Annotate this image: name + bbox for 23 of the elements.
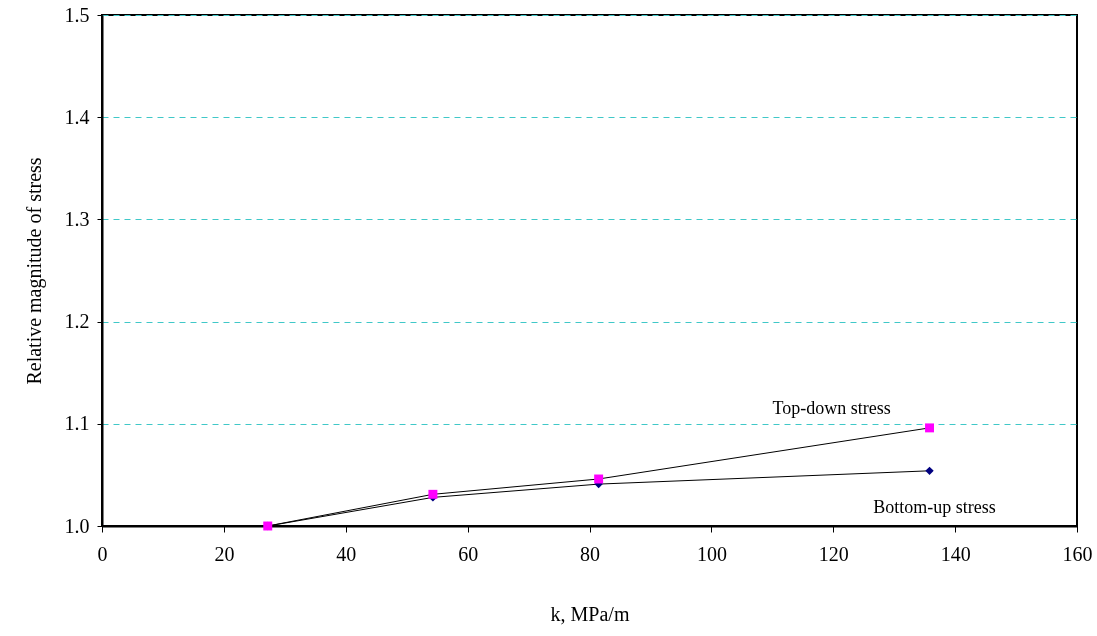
y-tick-label: 1.3 <box>64 207 90 230</box>
y-axis-title: Relative magnitude of stress <box>22 157 46 385</box>
series-label: Top-down stress <box>772 397 891 418</box>
x-tick-label: 80 <box>580 542 600 565</box>
point <box>925 423 934 433</box>
x-axis-title: k, MPa/m <box>550 602 630 625</box>
y-tick-label: 1.1 <box>64 412 90 435</box>
point <box>925 466 934 475</box>
y-tick-label: 1.5 <box>64 3 90 26</box>
x-tick-label: 0 <box>97 542 108 565</box>
y-tick-label: 1.2 <box>64 310 90 333</box>
series-label: Bottom-up stress <box>873 496 996 517</box>
x-tick-label: 40 <box>336 542 357 565</box>
y-tick-label: 1.0 <box>64 514 90 537</box>
x-tick-label: 120 <box>818 542 849 565</box>
x-tick-label: 160 <box>1062 542 1093 565</box>
y-tick-label: 1.4 <box>64 105 90 128</box>
point <box>594 474 604 484</box>
x-tick-label: 140 <box>940 542 971 565</box>
x-tick-label: 60 <box>458 542 479 565</box>
point <box>428 489 438 499</box>
x-tick-label: 100 <box>696 542 727 565</box>
x-tick-label: 20 <box>214 542 235 565</box>
